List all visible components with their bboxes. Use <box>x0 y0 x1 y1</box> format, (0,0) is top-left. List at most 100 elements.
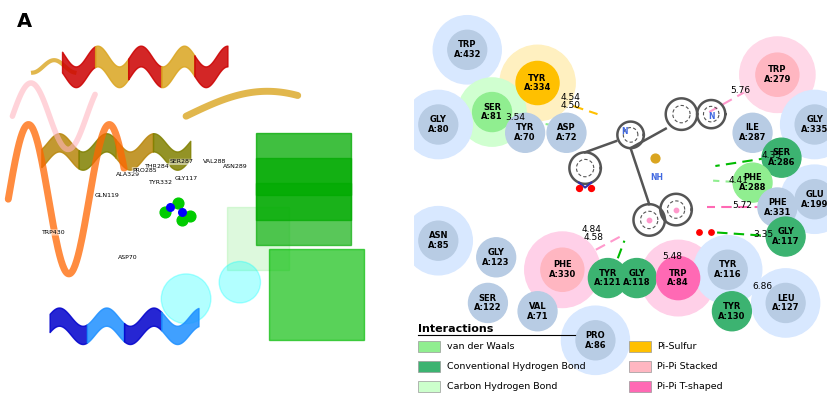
Text: Pi-Pi Stacked: Pi-Pi Stacked <box>657 362 718 371</box>
Text: Conventional Hydrogen Bond: Conventional Hydrogen Bond <box>447 362 586 371</box>
Text: PHE
A:288: PHE A:288 <box>739 173 767 192</box>
Circle shape <box>694 236 762 304</box>
Text: N: N <box>621 127 628 137</box>
FancyBboxPatch shape <box>418 341 440 352</box>
Circle shape <box>448 30 486 69</box>
Circle shape <box>418 221 458 260</box>
Point <box>670 206 683 213</box>
Text: 6.86: 6.86 <box>753 282 773 291</box>
Circle shape <box>500 45 575 121</box>
Text: PHE
A:331: PHE A:331 <box>763 198 791 217</box>
Text: TRP430: TRP430 <box>42 230 65 235</box>
Circle shape <box>733 113 772 152</box>
Text: 4.41: 4.41 <box>728 176 748 185</box>
Text: SER
A:81: SER A:81 <box>481 103 503 122</box>
Text: VAL288: VAL288 <box>203 159 227 164</box>
Text: GLY
A:80: GLY A:80 <box>428 115 449 134</box>
Circle shape <box>404 207 472 275</box>
Circle shape <box>767 217 805 256</box>
Circle shape <box>739 37 815 112</box>
Point <box>175 217 189 223</box>
Polygon shape <box>256 158 351 220</box>
Text: TYR
A:121: TYR A:121 <box>594 269 622 288</box>
Circle shape <box>458 78 526 146</box>
Text: TYR
A:70: TYR A:70 <box>514 123 536 142</box>
Circle shape <box>781 165 827 233</box>
Circle shape <box>617 259 656 298</box>
Text: GLY
A:123: GLY A:123 <box>482 248 510 267</box>
FancyBboxPatch shape <box>629 361 652 372</box>
Text: PHE
A:330: PHE A:330 <box>549 260 576 279</box>
Text: TYR332: TYR332 <box>149 180 174 185</box>
Text: Pi-Pi T-shaped: Pi-Pi T-shaped <box>657 382 723 391</box>
Text: 4.58: 4.58 <box>583 233 604 242</box>
Point <box>648 154 662 161</box>
Point <box>643 217 656 223</box>
Point <box>171 200 184 207</box>
Circle shape <box>767 283 805 322</box>
Text: ASN
A:85: ASN A:85 <box>428 231 449 250</box>
Circle shape <box>781 90 827 159</box>
Text: ASN289: ASN289 <box>223 164 248 168</box>
FancyBboxPatch shape <box>629 341 652 352</box>
Text: VAL
A:71: VAL A:71 <box>527 302 548 321</box>
Text: TRP
A:84: TRP A:84 <box>667 269 689 288</box>
Polygon shape <box>227 208 289 270</box>
Circle shape <box>762 138 801 177</box>
Point <box>585 184 598 191</box>
Text: 5.76: 5.76 <box>730 86 750 95</box>
Circle shape <box>756 53 799 96</box>
Point <box>705 229 718 236</box>
Text: 5.48: 5.48 <box>662 252 682 261</box>
Polygon shape <box>256 183 351 245</box>
Text: 4.54: 4.54 <box>561 93 581 102</box>
Text: Interactions: Interactions <box>418 324 493 334</box>
Circle shape <box>752 269 820 337</box>
Circle shape <box>219 261 261 303</box>
Text: TYR
A:116: TYR A:116 <box>714 260 742 279</box>
Circle shape <box>640 240 715 316</box>
Text: LEU
A:127: LEU A:127 <box>772 293 800 312</box>
Circle shape <box>473 93 511 132</box>
FancyBboxPatch shape <box>629 381 652 392</box>
Text: GLN119: GLN119 <box>95 193 120 198</box>
Circle shape <box>505 113 544 152</box>
Text: GLU
A:199: GLU A:199 <box>801 190 827 209</box>
Text: SER
A:122: SER A:122 <box>474 293 502 312</box>
Text: 4.35: 4.35 <box>761 151 782 160</box>
Circle shape <box>418 105 458 144</box>
Circle shape <box>713 292 751 331</box>
Circle shape <box>796 180 827 219</box>
Circle shape <box>524 232 600 308</box>
Circle shape <box>708 250 747 289</box>
Text: TRP
A:279: TRP A:279 <box>763 65 791 84</box>
Text: ASP
A:72: ASP A:72 <box>556 123 577 142</box>
Circle shape <box>758 188 796 227</box>
Circle shape <box>433 16 501 84</box>
Text: 5.72: 5.72 <box>732 201 753 210</box>
Point <box>572 184 586 191</box>
Text: THR284: THR284 <box>145 164 170 168</box>
Point <box>184 212 197 219</box>
Text: 3.35: 3.35 <box>753 230 773 239</box>
Text: TRP
A:432: TRP A:432 <box>453 40 481 59</box>
FancyBboxPatch shape <box>418 361 440 372</box>
Text: 4.50: 4.50 <box>561 101 581 110</box>
Circle shape <box>547 113 586 152</box>
Circle shape <box>657 256 700 300</box>
Text: GLY
A:118: GLY A:118 <box>623 269 651 288</box>
Circle shape <box>476 238 516 277</box>
Text: GLY117: GLY117 <box>174 176 198 181</box>
Text: SER
A:286: SER A:286 <box>767 148 796 167</box>
Polygon shape <box>256 133 351 195</box>
Text: Carbon Hydrogen Bond: Carbon Hydrogen Bond <box>447 382 557 391</box>
Text: GLY
A:335: GLY A:335 <box>801 115 827 134</box>
Point <box>159 208 172 215</box>
Point <box>692 229 705 236</box>
Circle shape <box>733 163 772 202</box>
Text: Pi-Sulfur: Pi-Sulfur <box>657 342 697 351</box>
Text: PRO285: PRO285 <box>132 168 157 173</box>
Circle shape <box>796 105 827 144</box>
Text: ALA329: ALA329 <box>116 172 141 177</box>
Circle shape <box>562 306 629 374</box>
